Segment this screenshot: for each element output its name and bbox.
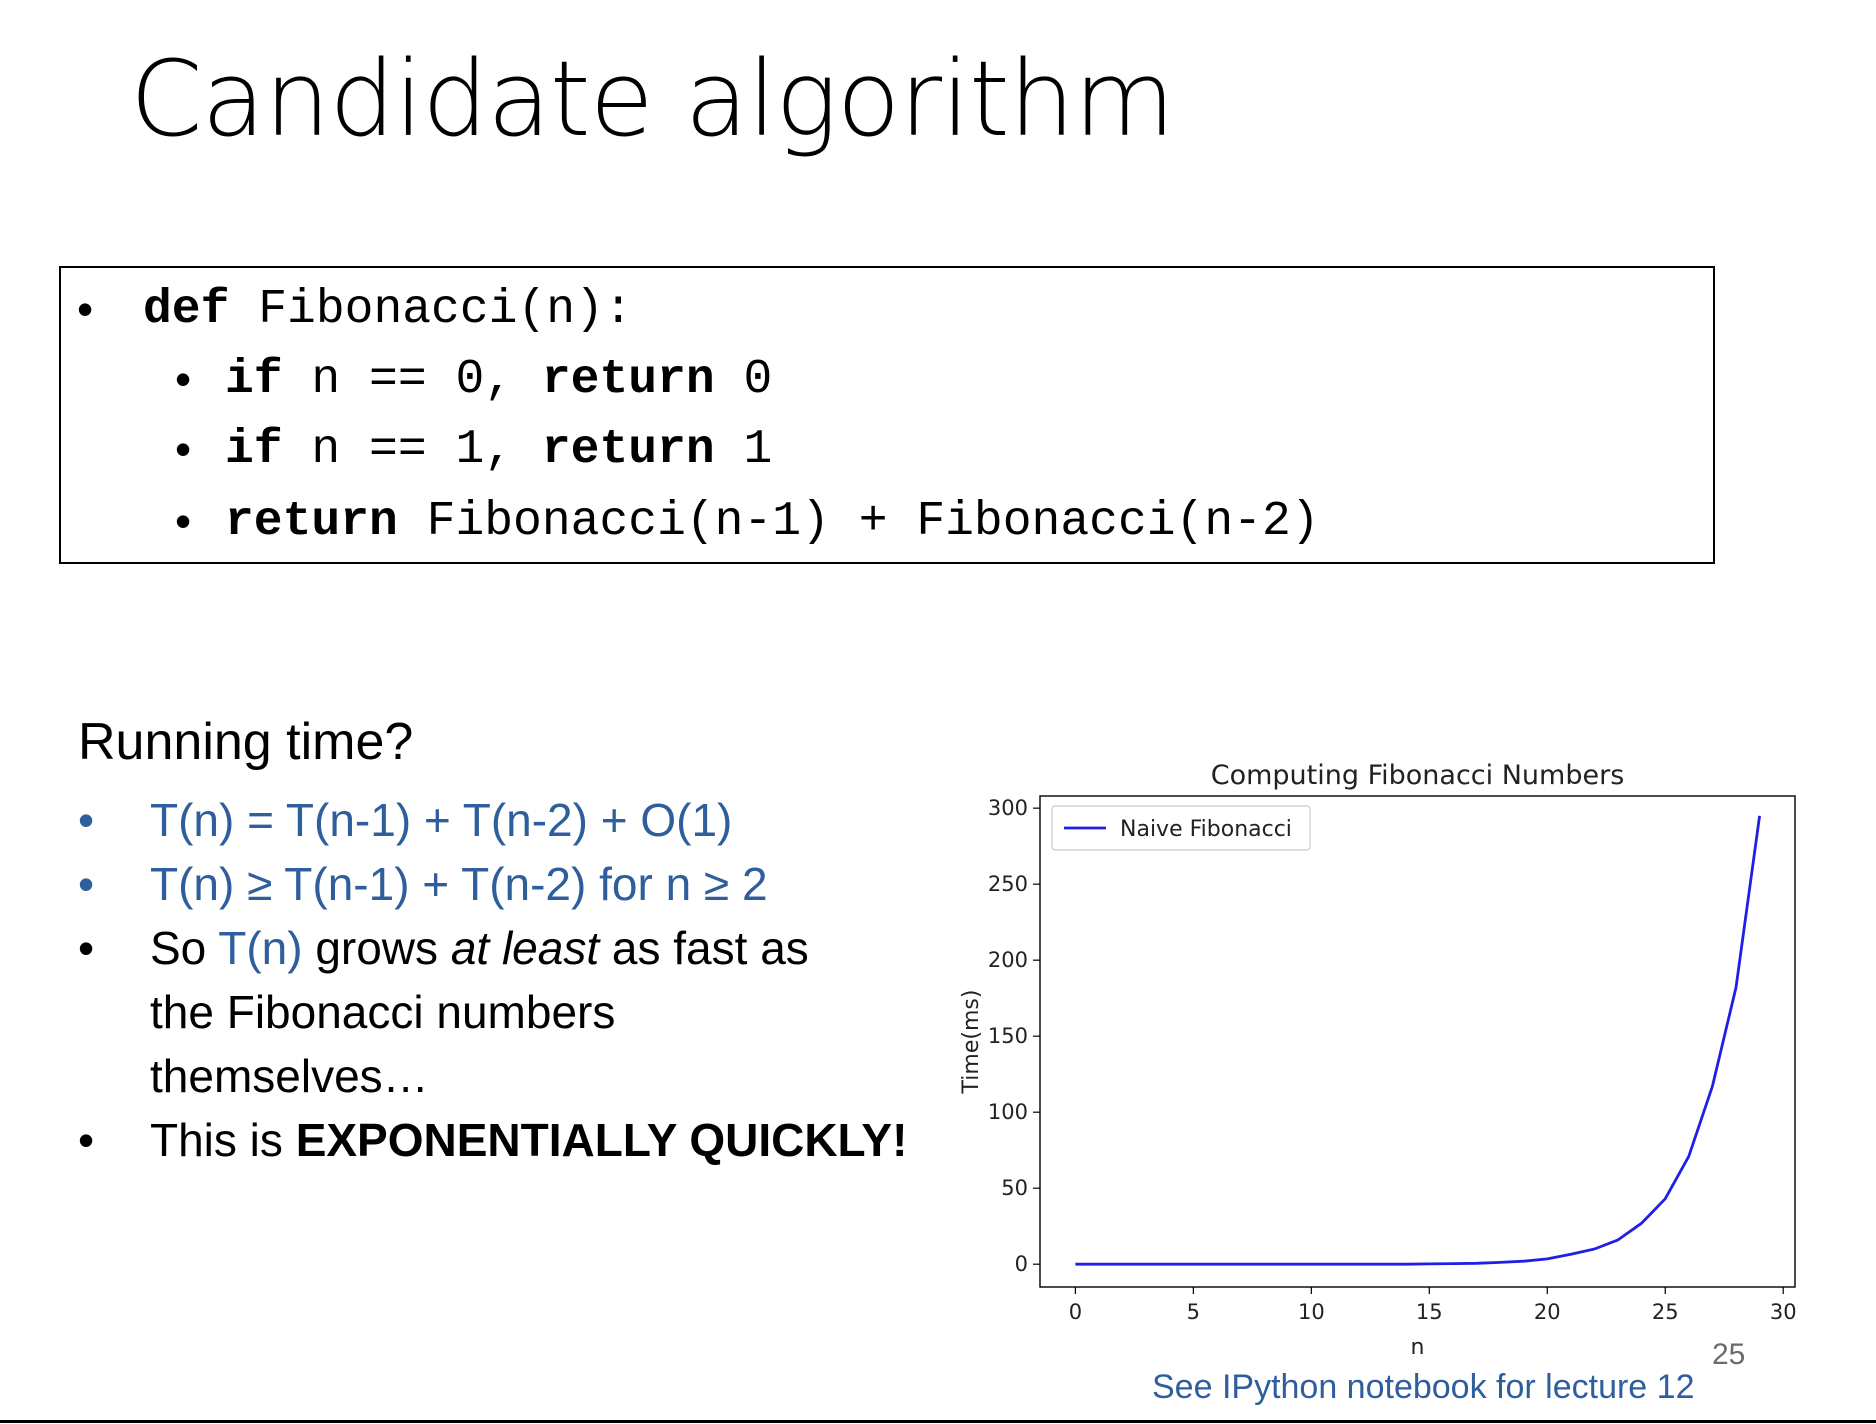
keyword-if: if (225, 353, 283, 407)
legend-box (1051, 805, 1311, 851)
code-line-if-1: • if n == 1, return 1 (175, 423, 772, 618)
keyword-def: def (143, 283, 230, 337)
chart-title: Computing Fibonacci Numbers (1211, 760, 1625, 791)
x-tick-label: 15 (1416, 1300, 1443, 1324)
inequality-text: T(n) ≥ T(n-1) + T(n-2) for n ≥ 2 (150, 858, 768, 910)
growth-text: So T(n) grows at least as fast as (150, 922, 809, 974)
slide-title: Candidate algorithm (130, 38, 1175, 160)
keyword-return: return (225, 495, 398, 549)
code-text: 0 (714, 353, 773, 407)
code-text: n == 1, (282, 423, 542, 477)
code-text: Fibonacci(n): (229, 283, 633, 337)
x-tick-label: 10 (1298, 1300, 1325, 1324)
keyword-return: return (541, 353, 715, 407)
keyword-if: if (225, 423, 283, 477)
plot-frame (1039, 795, 1796, 1288)
code-text: 1 (714, 423, 773, 477)
y-tick-label: 300 (988, 796, 1028, 820)
growth-text-line2: the Fibonacci numbers (150, 986, 616, 1038)
bullet: • (77, 283, 94, 335)
code-box: • def Fibonacci(n): • if n == 0, return … (59, 266, 1715, 564)
bottom-rule (0, 1420, 1876, 1423)
code-line-return: • return Fibonacci(n-1) + Fibonacci(n-2) (175, 495, 1320, 690)
y-axis-label: Time(ms) (959, 990, 984, 1095)
bullet: • (175, 353, 192, 405)
bullet: • (78, 794, 95, 846)
y-tick-label: 100 (988, 1100, 1028, 1124)
running-time-heading: Running time? (78, 713, 414, 771)
bullet: • (78, 1114, 95, 1166)
bullet: • (78, 922, 95, 974)
exponential-text: This is EXPONENTIALLY QUICKLY! (150, 1114, 908, 1166)
page-number: 25 (1712, 1338, 1746, 1371)
keyword-return: return (541, 423, 715, 477)
x-axis-label: n (1411, 1335, 1425, 1360)
bullet: • (175, 423, 192, 475)
code-line-def: • def Fibonacci(n): (77, 283, 633, 478)
code-text: n == 0, (282, 353, 542, 407)
y-tick-label: 250 (988, 872, 1028, 896)
x-tick-label: 0 (1069, 1300, 1082, 1324)
bullet: • (78, 858, 95, 910)
x-tick-label: 30 (1770, 1300, 1797, 1324)
y-tick-label: 150 (988, 1024, 1028, 1048)
code-line-if-0: • if n == 0, return 0 (175, 353, 772, 548)
x-tick-label: 5 (1187, 1300, 1200, 1324)
legend-label: Naive Fibonacci (1120, 817, 1292, 842)
x-tick-label: 20 (1534, 1300, 1561, 1324)
y-tick-label: 0 (1015, 1252, 1028, 1276)
notebook-footnote: See IPython notebook for lecture 12 (1152, 1368, 1695, 1406)
recurrence-text: T(n) = T(n-1) + T(n-2) + O(1) (150, 794, 733, 846)
growth-text-line3: themselves… (150, 1050, 429, 1102)
y-tick-label: 50 (1001, 1176, 1028, 1200)
fibonacci-timing-chart: Computing Fibonacci Numbers 0 5 10 15 20 25 30 0… (930, 750, 1810, 1360)
x-tick-label: 25 (1652, 1300, 1679, 1324)
series-line-naive-fibonacci (1075, 815, 1761, 1266)
bullet: • (175, 495, 192, 547)
code-text: Fibonacci(n-1) + Fibonacci(n-2) (397, 495, 1320, 549)
y-tick-label: 200 (988, 948, 1028, 972)
